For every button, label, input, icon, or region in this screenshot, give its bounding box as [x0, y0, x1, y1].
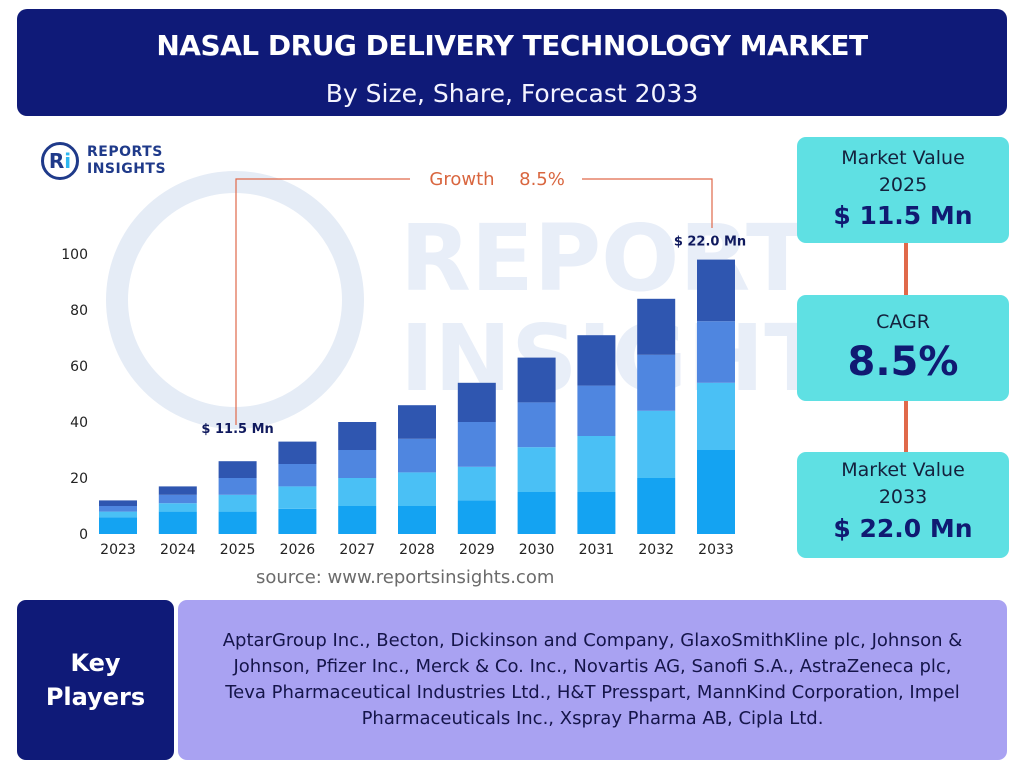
- bar-segment: [697, 382, 735, 450]
- x-tick-label: 2024: [160, 542, 196, 558]
- x-tick-label: 2032: [638, 542, 674, 558]
- source-note: source: www.reportsinsights.com: [256, 567, 555, 588]
- x-tick-label: 2031: [579, 542, 615, 558]
- key-players-line1: Key: [70, 649, 121, 677]
- bar-segment: [338, 506, 377, 534]
- connector-line: [904, 243, 908, 295]
- cagr-value: 8.5%: [847, 339, 959, 385]
- start-value-label: $ 11.5 Mn: [201, 422, 273, 437]
- bar-segment: [278, 441, 317, 464]
- market-value-2025-label: Market Value: [841, 147, 965, 169]
- logo-line2: INSIGHTS: [87, 161, 167, 177]
- y-tick-label: 80: [70, 303, 88, 319]
- x-tick-label: 2023: [100, 542, 136, 558]
- page-subtitle: By Size, Share, Forecast 2033: [325, 79, 699, 108]
- bar-segment: [158, 494, 197, 504]
- bar-segment: [158, 511, 197, 534]
- connector-line: [904, 401, 908, 452]
- page-title: NASAL DRUG DELIVERY TECHNOLOGY MARKET: [156, 29, 868, 62]
- bar-segment: [218, 511, 257, 534]
- bar-segment: [637, 298, 676, 355]
- bar-segment: [158, 486, 197, 495]
- x-tick-label: 2028: [399, 542, 435, 558]
- growth-label: Growth: [429, 169, 494, 190]
- bar-segment: [99, 500, 137, 506]
- key-players-line2: Players: [45, 683, 146, 711]
- bar-segment: [99, 517, 137, 534]
- market-value-2033: $ 22.0 Mn: [833, 514, 973, 543]
- y-axis: 0 20 40 60 80 100: [61, 247, 88, 543]
- bar-segment: [278, 486, 317, 509]
- x-tick-label: 2030: [519, 542, 555, 558]
- key-players-list: AptarGroup Inc., Becton, Dickinson and C…: [178, 600, 1007, 760]
- bar-segment: [457, 422, 496, 467]
- bar-segment: [338, 450, 377, 478]
- cagr-label: CAGR: [876, 311, 930, 333]
- bar-segment: [457, 500, 496, 534]
- bar-segment: [457, 466, 496, 501]
- bar-segment: [637, 478, 676, 534]
- x-tick-label: 2033: [698, 542, 734, 558]
- bar-segment: [517, 447, 556, 492]
- bar-segment: [697, 321, 735, 383]
- bar-segment: [99, 506, 137, 512]
- y-tick-label: 100: [61, 247, 88, 263]
- market-value-2025: $ 11.5 Mn: [833, 201, 973, 230]
- y-tick-label: 40: [70, 415, 88, 431]
- market-value-2025-box: Market Value 2025 $ 11.5 Mn: [797, 137, 1009, 243]
- bar-segment: [278, 464, 317, 487]
- bar-segment: [338, 478, 377, 506]
- header-banner: NASAL DRUG DELIVERY TECHNOLOGY MARKET By…: [17, 9, 1007, 116]
- bar-segment: [398, 472, 436, 506]
- y-tick-label: 60: [70, 359, 88, 375]
- bar-segment: [577, 436, 616, 492]
- bar-series: [99, 259, 735, 534]
- market-value-2033-year: 2033: [878, 486, 928, 508]
- bar-segment: [278, 508, 317, 534]
- bar-segment: [338, 422, 377, 450]
- market-value-2025-year: 2025: [878, 174, 928, 196]
- bar-segment: [218, 461, 257, 478]
- x-axis: 2023 2024 2025 2026 2027 2028 2029 2030 2031 2032…: [100, 542, 734, 558]
- bar-segment: [218, 494, 257, 512]
- bar-segment: [517, 402, 556, 448]
- bar-segment: [577, 385, 616, 436]
- bar-segment: [637, 410, 676, 478]
- growth-bracket: Growth 8.5%: [235, 169, 713, 425]
- key-players-heading: Key Players: [17, 600, 174, 760]
- bar-segment: [697, 450, 735, 534]
- cagr-box: CAGR 8.5%: [797, 295, 1009, 401]
- x-tick-label: 2025: [220, 542, 256, 558]
- x-tick-label: 2027: [339, 542, 375, 558]
- bar-segment: [517, 357, 556, 403]
- bar-segment: [398, 438, 436, 473]
- end-value-label: $ 22.0 Mn: [674, 235, 746, 250]
- x-tick-label: 2029: [459, 542, 495, 558]
- logo-text: REPORTS INSIGHTS: [87, 144, 166, 178]
- bar-segment: [398, 506, 436, 534]
- bar-segment: [517, 492, 556, 534]
- bar-segment: [577, 335, 616, 386]
- bar-segment: [697, 259, 735, 322]
- bar-segment: [457, 382, 496, 422]
- bar-segment: [398, 405, 436, 439]
- x-tick-label: 2026: [280, 542, 316, 558]
- bar-segment: [158, 503, 197, 512]
- bar-segment: [218, 478, 257, 495]
- y-tick-label: 20: [70, 471, 88, 487]
- brand-logo: Ri REPORTS INSIGHTS: [41, 142, 181, 182]
- bar-segment: [637, 354, 676, 411]
- y-tick-label: 0: [79, 527, 88, 543]
- logo-mark-icon: Ri: [41, 142, 79, 180]
- market-value-2033-box: Market Value 2033 $ 22.0 Mn: [797, 452, 1009, 558]
- bar-segment: [99, 511, 137, 518]
- bar-segment: [577, 492, 616, 534]
- logo-line1: REPORTS: [87, 144, 163, 160]
- market-value-2033-label: Market Value: [841, 459, 965, 481]
- growth-value: 8.5%: [519, 169, 565, 190]
